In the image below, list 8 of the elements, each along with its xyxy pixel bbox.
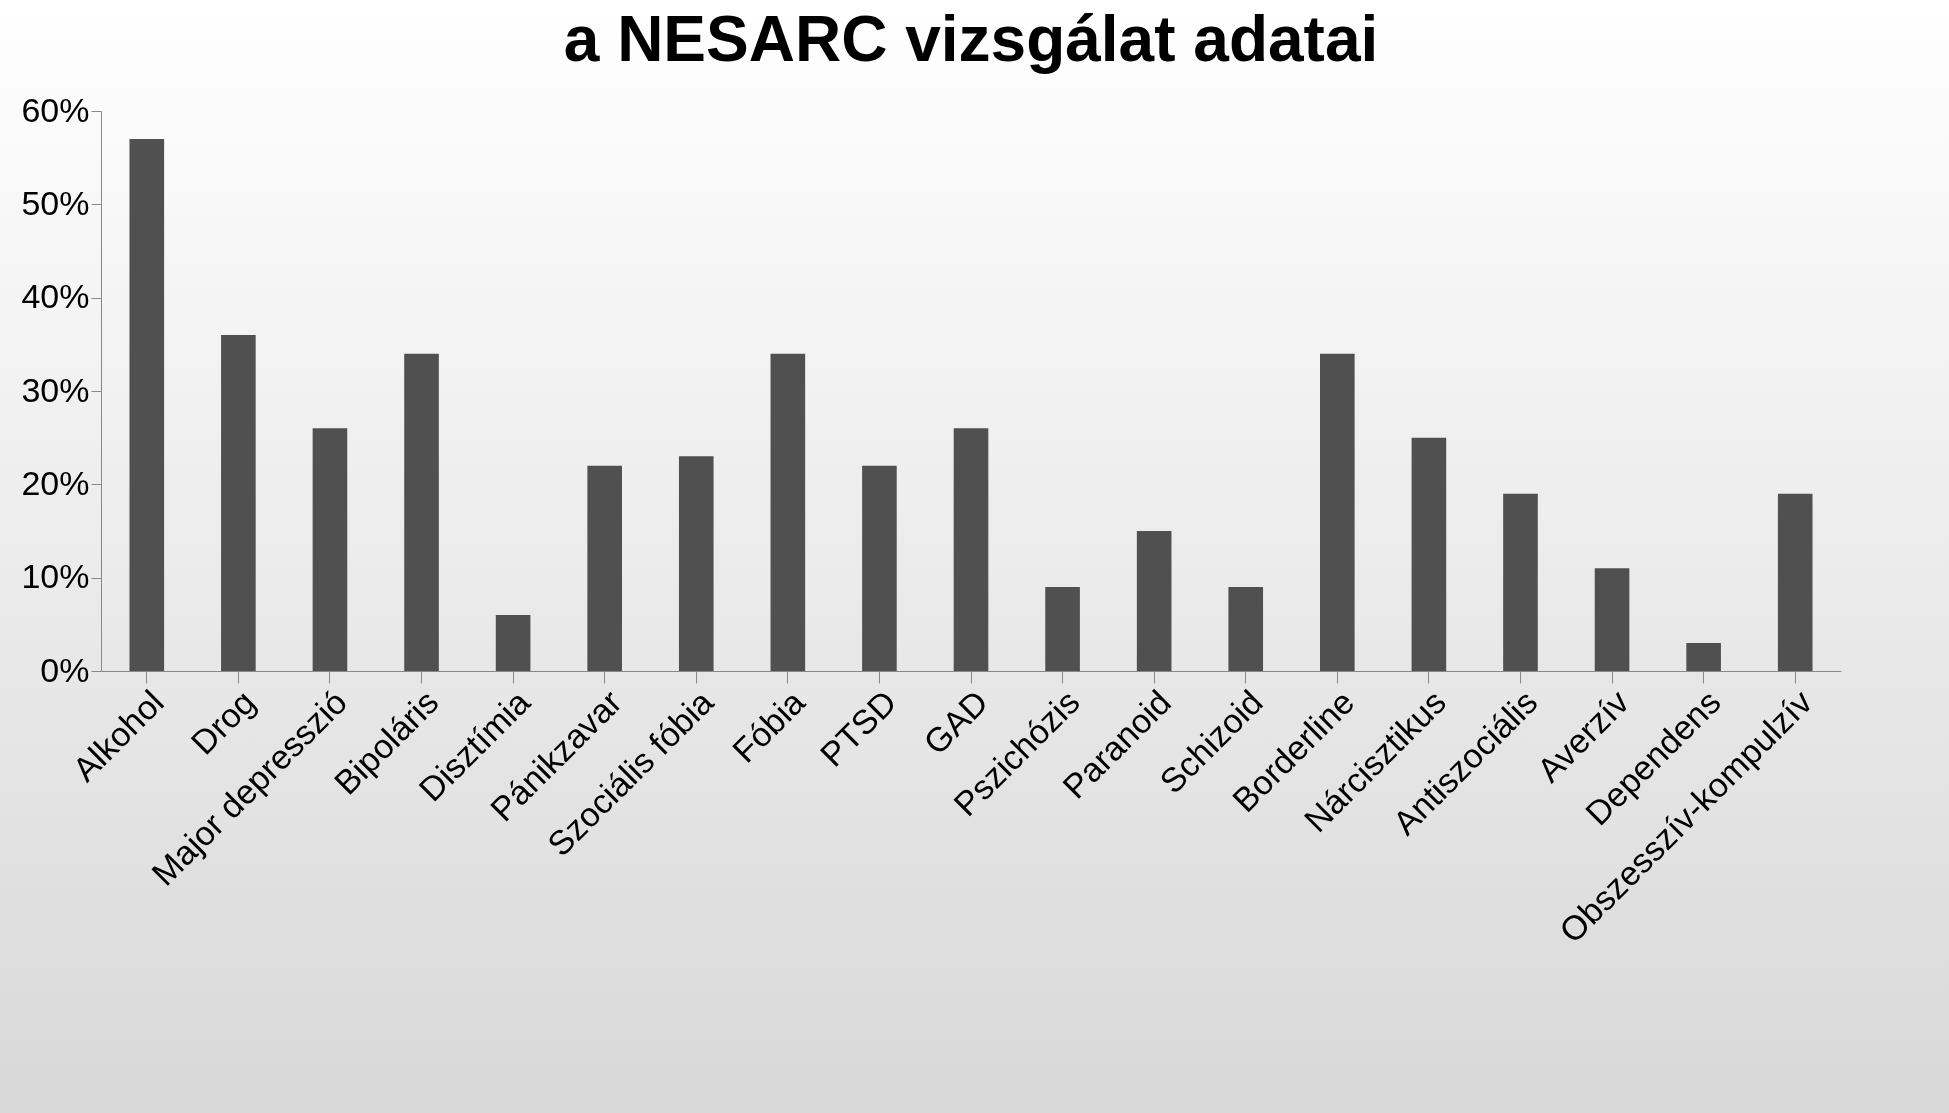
y-tick-label: 30%: [21, 370, 90, 409]
y-tick-label: 50%: [21, 183, 90, 222]
y-tick-label: 40%: [21, 277, 90, 316]
chart-title: a NESARC vizsgálat adatai: [563, 3, 1379, 75]
y-tick-label: 10%: [21, 557, 90, 596]
y-tick-label: 20%: [21, 463, 90, 502]
y-tick-label: 0%: [40, 650, 90, 689]
y-tick-label: 60%: [21, 90, 90, 129]
